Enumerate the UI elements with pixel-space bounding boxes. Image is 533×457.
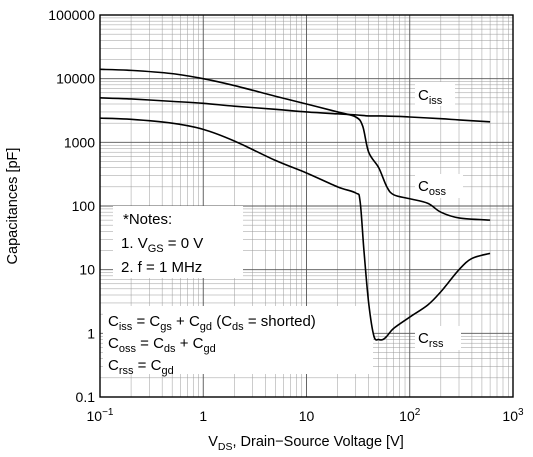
crss-label-box (415, 326, 461, 350)
coss-curve (99, 68, 491, 221)
y-tick-label: 1 (87, 325, 95, 341)
coss-label: Coss (418, 178, 446, 198)
x-tick-label: 10 (299, 408, 315, 424)
x-tick-label: 10−1 (87, 407, 114, 424)
equations-box (103, 306, 373, 374)
equation-crss: Crss = Cgd (108, 357, 174, 377)
ciss-label-main: C (418, 87, 429, 104)
plot-frame (99, 14, 514, 398)
x-tick-label: 103 (502, 407, 524, 424)
ciss-label-box (415, 82, 455, 106)
note-vgs-num: 1. (121, 235, 138, 252)
note-frequency: 2. f = 1 MHz (121, 259, 202, 276)
coss-label-box (415, 174, 463, 198)
y-tick-label: 100000 (48, 7, 95, 23)
x-tick-label: 1 (199, 408, 207, 424)
y-axis-title: Capacitances [pF] (5, 148, 21, 265)
crss-label-sub: rss (429, 338, 444, 350)
x-axis-title-rest: , Drain−Source Voltage [V] (232, 434, 403, 450)
ciss-label: Ciss (418, 87, 443, 107)
notes-box (113, 206, 243, 278)
equation-ciss: Ciss = Cgs + Cgd (Cds = shorted) (108, 313, 316, 333)
y-tick-label: 100 (72, 198, 96, 214)
coss-label-sub: oss (429, 186, 447, 198)
y-tick-label: 10000 (56, 71, 95, 87)
crss-label-main: C (418, 330, 429, 347)
y-tick-labels: 100000 10000 1000 100 10 1 0.1 (48, 7, 95, 405)
x-tick-labels: 10−1 1 10 102 103 (87, 407, 525, 424)
coss-label-main: C (418, 178, 429, 195)
curves (99, 68, 491, 341)
crss-curve (99, 117, 491, 341)
equation-coss: Coss = Cds + Cgd (108, 335, 216, 355)
note-vgs-main: V (138, 235, 148, 252)
x-axis-title: VDS, Drain−Source Voltage [V] (208, 434, 404, 453)
notes-heading: *Notes: (123, 211, 172, 228)
y-tick-label: 1000 (64, 134, 95, 150)
note-vgs: 1. VGS = 0 V (121, 235, 203, 255)
x-axis-title-sub: DS (218, 441, 233, 453)
note-vgs-sub: GS (148, 243, 164, 255)
y-tick-label: 10 (79, 262, 95, 278)
x-tick-label: 102 (399, 407, 421, 424)
y-tick-label: 0.1 (76, 389, 96, 405)
x-axis-title-main: V (208, 434, 218, 450)
note-vgs-rest: = 0 V (164, 235, 204, 252)
ciss-label-sub: iss (429, 95, 443, 107)
crss-label: Crss (418, 330, 444, 350)
